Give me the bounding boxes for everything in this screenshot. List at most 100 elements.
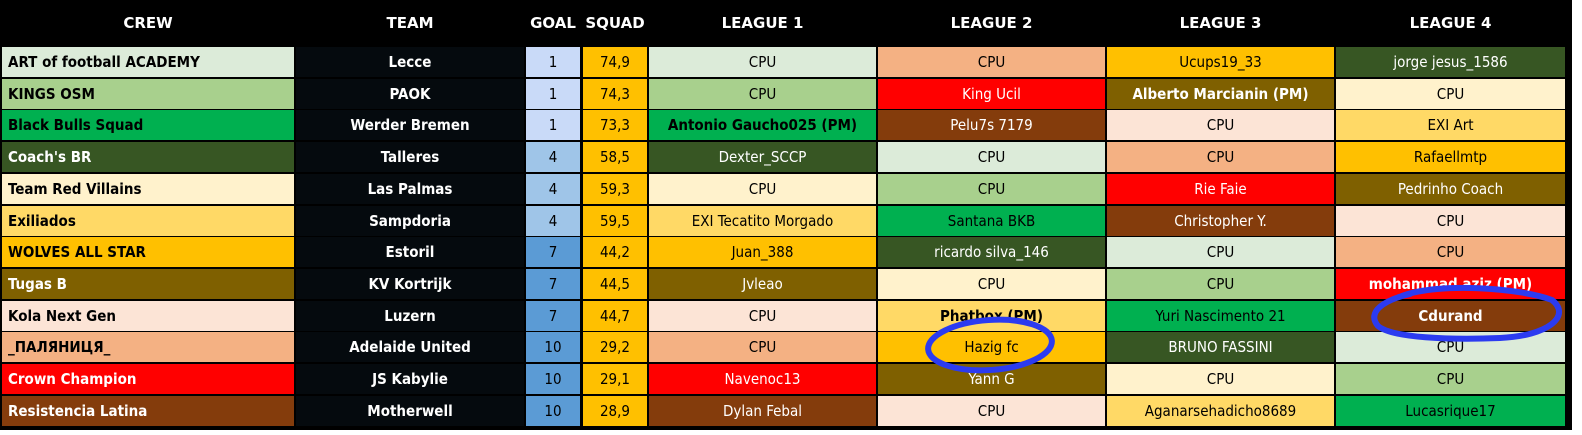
squad-cell: 29,1 <box>583 364 647 395</box>
league-1-cell: CPU <box>649 332 876 363</box>
league-3-cell: CPU <box>1107 269 1334 300</box>
league-4-cell: mohammad aziz (PM) <box>1336 269 1565 300</box>
league-4-cell: Lucasrique17 <box>1336 396 1565 427</box>
header-league-4: LEAGUE 4 <box>1409 13 1492 32</box>
crew-name-cell: Tugas B <box>2 269 294 300</box>
league-4-cell: Cdurand <box>1336 301 1565 332</box>
league-3-cell: Alberto Marcianin (PM) <box>1107 79 1334 110</box>
crew-name-cell: Crown Champion <box>2 364 294 395</box>
crew-name-cell: Black Bulls Squad <box>2 110 294 141</box>
league-3-cell: Aganarsehadicho8689 <box>1107 396 1334 427</box>
goal-cell: 4 <box>526 142 580 173</box>
header-crew: CREW <box>123 13 173 32</box>
goal-cell: 7 <box>526 301 580 332</box>
squad-cell: 58,5 <box>583 142 647 173</box>
league-3-cell: Yuri Nascimento 21 <box>1107 301 1334 332</box>
squad-cell: 73,3 <box>583 110 647 141</box>
header-squad: SQUAD <box>585 13 645 32</box>
crew-name-cell: WOLVES ALL STAR <box>2 237 294 268</box>
league-2-cell: Yann G <box>878 364 1105 395</box>
league-4-cell: CPU <box>1336 79 1565 110</box>
league-1-cell: EXI Tecatito Morgado <box>649 206 876 237</box>
team-name-cell: Las Palmas <box>296 174 524 205</box>
league-3-cell: CPU <box>1107 110 1334 141</box>
league-3-cell: Rie Faie <box>1107 174 1334 205</box>
goal-cell: 10 <box>526 364 580 395</box>
league-1-cell: CPU <box>649 79 876 110</box>
crew-name-cell: Coach's BR <box>2 142 294 173</box>
crew-name-cell: Team Red Villains <box>2 174 294 205</box>
league-3-cell: Christopher Y. <box>1107 206 1334 237</box>
team-name-cell: Motherwell <box>296 396 524 427</box>
league-4-cell: CPU <box>1336 332 1565 363</box>
team-name-cell: Talleres <box>296 142 524 173</box>
team-name-cell: Adelaide United <box>296 332 524 363</box>
squad-cell: 44,7 <box>583 301 647 332</box>
league-1-cell: CPU <box>649 47 876 78</box>
league-2-cell: Santana BKB <box>878 206 1105 237</box>
league-4-cell: Pedrinho Coach <box>1336 174 1565 205</box>
header-goal: GOAL <box>530 13 576 32</box>
goal-cell: 4 <box>526 206 580 237</box>
league-1-cell: CPU <box>649 174 876 205</box>
team-name-cell: Luzern <box>296 301 524 332</box>
squad-cell: 44,2 <box>583 237 647 268</box>
league-1-cell: CPU <box>649 301 876 332</box>
crew-name-cell: KINGS OSM <box>2 79 294 110</box>
league-1-cell: Navenoc13 <box>649 364 876 395</box>
league-1-cell: Antonio Gaucho025 (PM) <box>649 110 876 141</box>
goal-cell: 1 <box>526 110 580 141</box>
team-name-cell: KV Kortrijk <box>296 269 524 300</box>
league-4-cell: CPU <box>1336 206 1565 237</box>
league-2-cell: Phatbox (PM) <box>878 301 1105 332</box>
league-3-cell: CPU <box>1107 364 1334 395</box>
goal-cell: 4 <box>526 174 580 205</box>
crew-name-cell: Kola Next Gen <box>2 301 294 332</box>
goal-cell: 10 <box>526 396 580 427</box>
goal-cell: 7 <box>526 269 580 300</box>
goal-cell: 1 <box>526 79 580 110</box>
league-4-cell: jorge jesus_1586 <box>1336 47 1565 78</box>
goal-cell: 1 <box>526 47 580 78</box>
squad-cell: 28,9 <box>583 396 647 427</box>
league-1-cell: Dexter_SCCP <box>649 142 876 173</box>
header-league-2: LEAGUE 2 <box>950 13 1033 32</box>
team-name-cell: Werder Bremen <box>296 110 524 141</box>
league-2-cell: CPU <box>878 269 1105 300</box>
team-name-cell: JS Kabylie <box>296 364 524 395</box>
league-2-cell: CPU <box>878 396 1105 427</box>
squad-cell: 74,3 <box>583 79 647 110</box>
squad-cell: 29,2 <box>583 332 647 363</box>
league-2-cell: Pelu7s 7179 <box>878 110 1105 141</box>
header-league-1: LEAGUE 1 <box>721 13 804 32</box>
crew-name-cell: _ПАЛЯНИЦЯ_ <box>2 332 294 363</box>
team-name-cell: PAOK <box>296 79 524 110</box>
league-4-cell: CPU <box>1336 364 1565 395</box>
crew-name-cell: Exiliados <box>2 206 294 237</box>
league-2-cell: King Ucil <box>878 79 1105 110</box>
league-1-cell: Dylan Febal <box>649 396 876 427</box>
team-name-cell: Estoril <box>296 237 524 268</box>
header-team: TEAM <box>386 13 434 32</box>
league-2-cell: CPU <box>878 174 1105 205</box>
team-name-cell: Lecce <box>296 47 524 78</box>
squad-cell: 44,5 <box>583 269 647 300</box>
league-2-cell: CPU <box>878 47 1105 78</box>
crew-name-cell: ART of football ACADEMY <box>2 47 294 78</box>
league-2-cell: Hazig fc <box>878 332 1105 363</box>
league-4-cell: CPU <box>1336 237 1565 268</box>
squad-cell: 59,3 <box>583 174 647 205</box>
squad-cell: 59,5 <box>583 206 647 237</box>
league-4-cell: EXI Art <box>1336 110 1565 141</box>
league-3-cell: CPU <box>1107 237 1334 268</box>
league-4-cell: Rafaellmtp <box>1336 142 1565 173</box>
goal-cell: 10 <box>526 332 580 363</box>
league-2-cell: ricardo silva_146 <box>878 237 1105 268</box>
league-3-cell: CPU <box>1107 142 1334 173</box>
league-1-cell: Jvleao <box>649 269 876 300</box>
league-1-cell: Juan_388 <box>649 237 876 268</box>
league-3-cell: Ucups19_33 <box>1107 47 1334 78</box>
league-3-cell: BRUNO FASSINI <box>1107 332 1334 363</box>
league-2-cell: CPU <box>878 142 1105 173</box>
